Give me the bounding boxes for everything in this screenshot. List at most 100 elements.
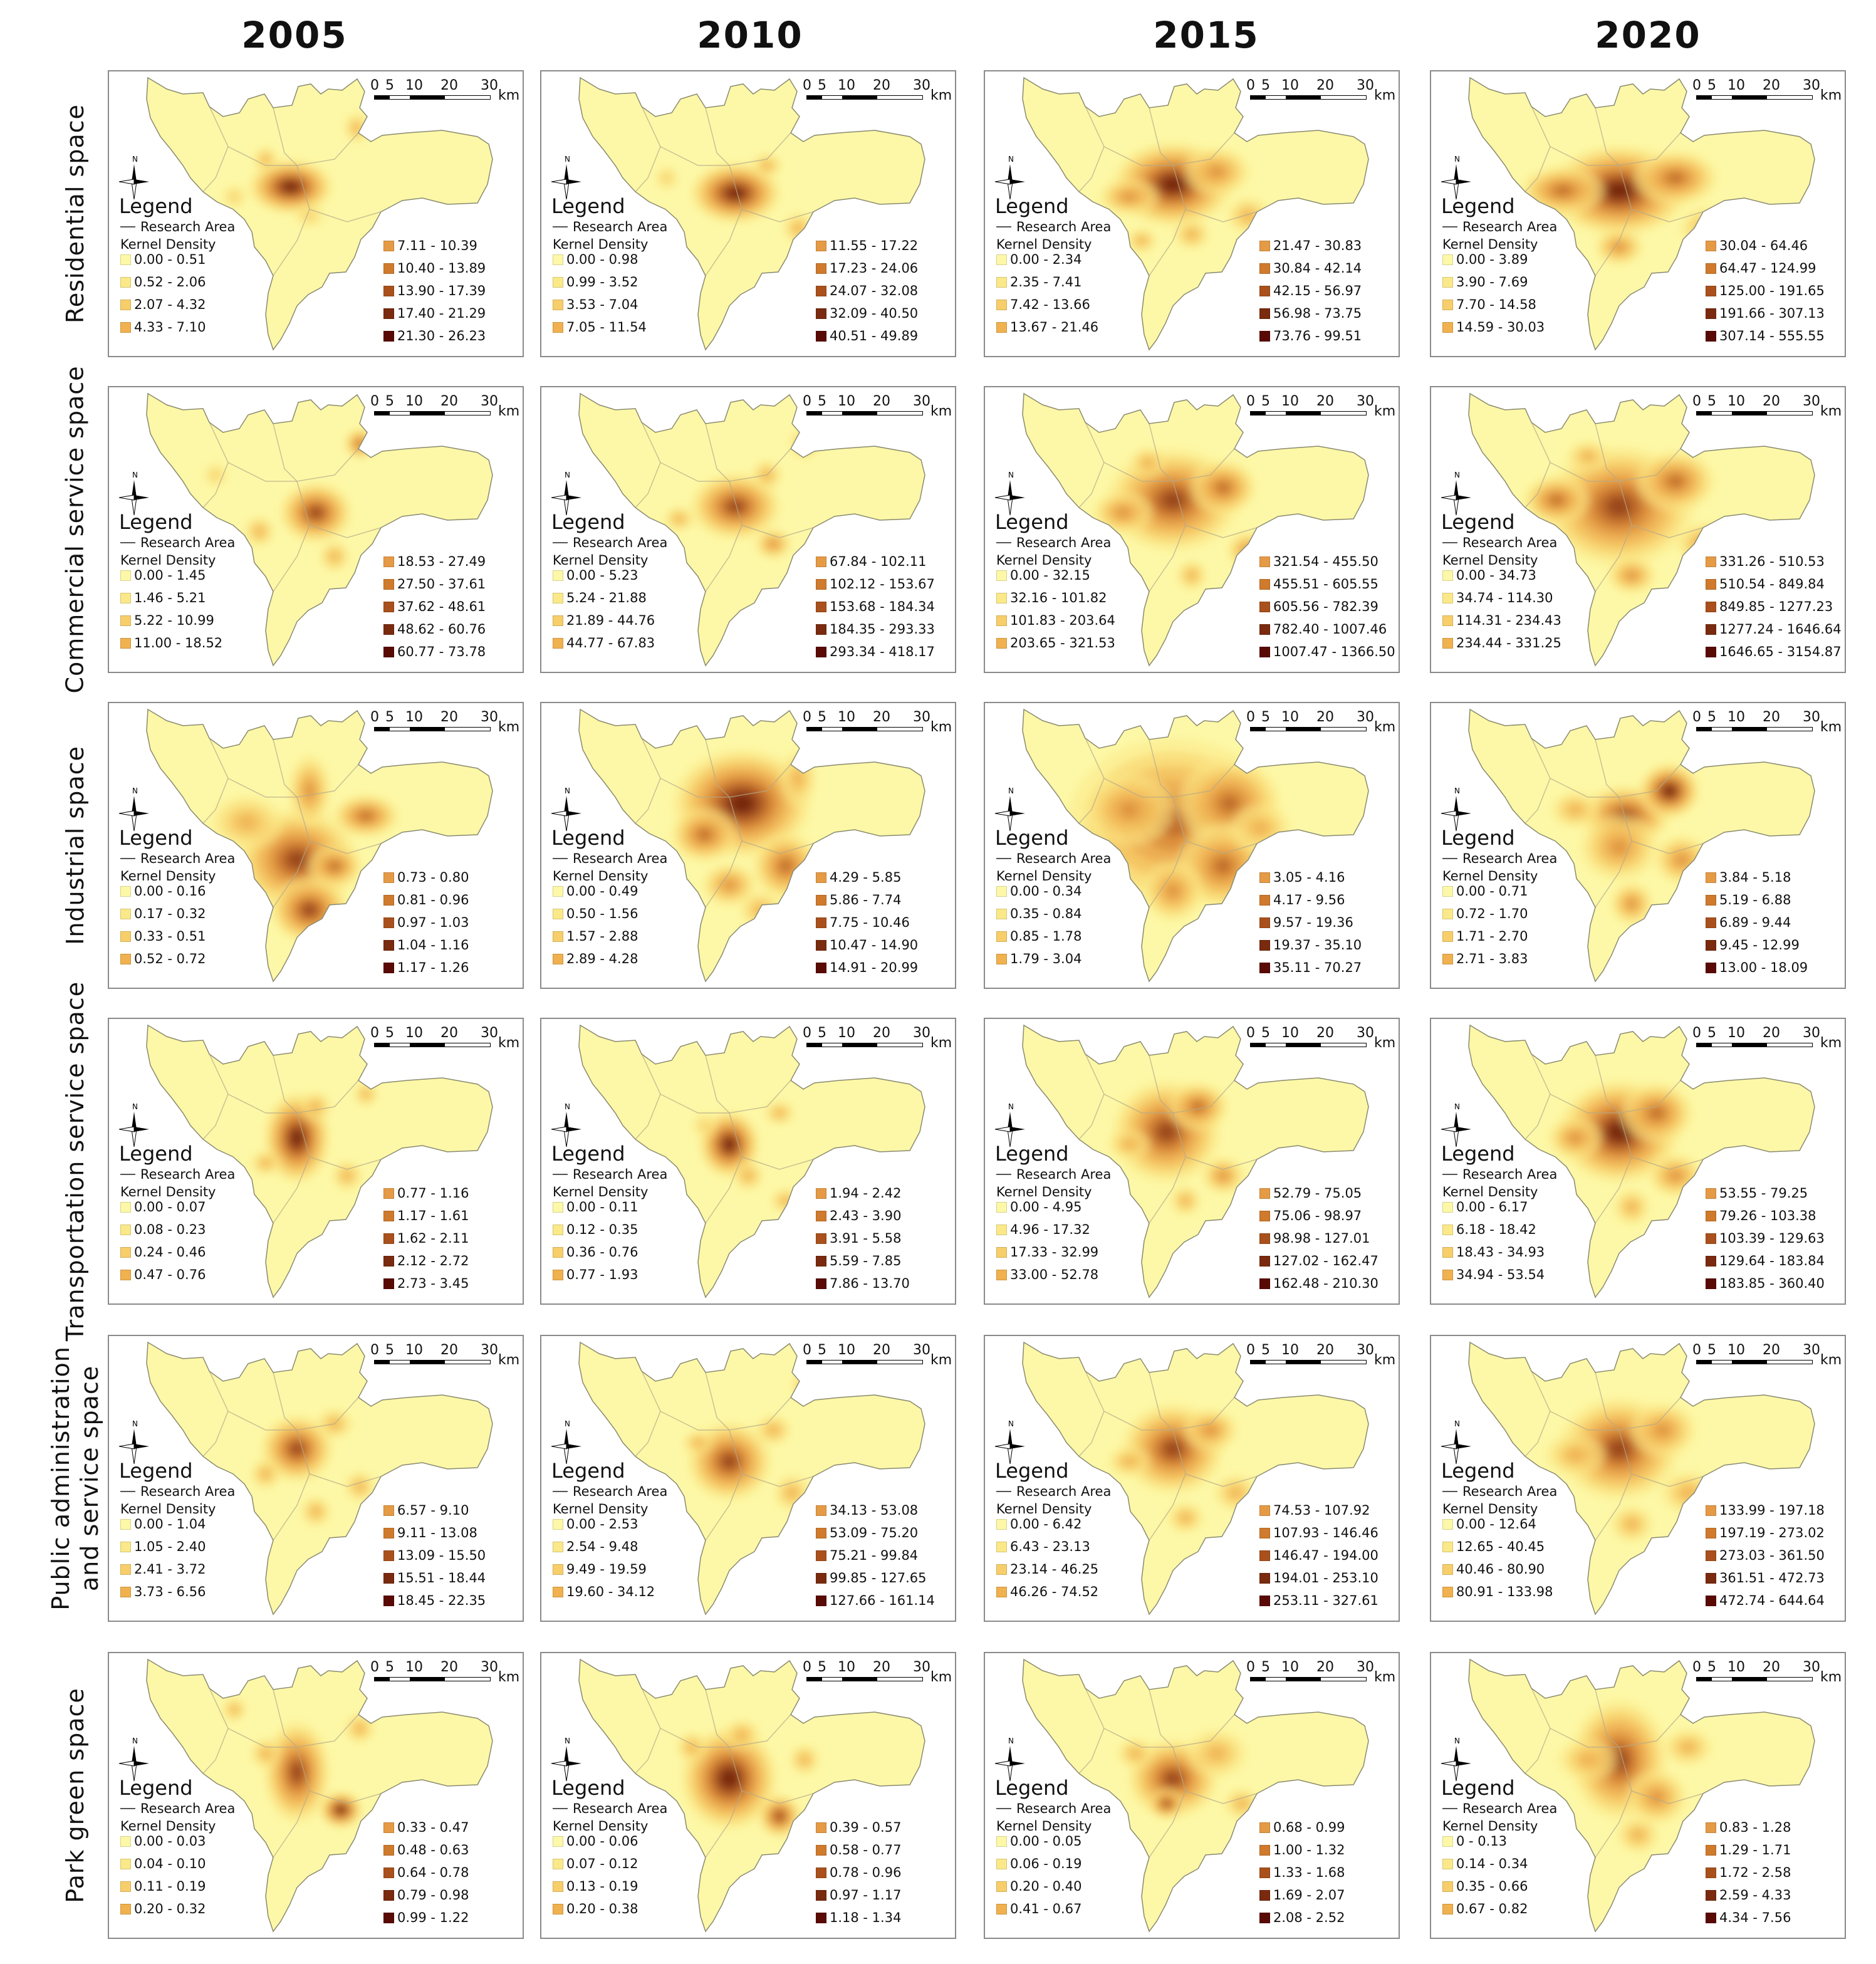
legend-title: Legend — [551, 1142, 625, 1166]
legend-swatch — [553, 1903, 563, 1914]
north-label: N — [132, 1102, 138, 1111]
legend-swatch — [120, 953, 131, 964]
density-hotspot — [1168, 886, 1178, 896]
legend-class: 0.99 - 3.52 — [553, 274, 638, 290]
density-hotspot — [1677, 855, 1687, 864]
legend-class: 0.00 - 0.05 — [996, 1834, 1081, 1849]
legend-swatch — [1706, 624, 1716, 635]
legend-class: 125.00 - 191.65 — [1706, 283, 1825, 298]
scale-tick-label: 30 — [1803, 1342, 1820, 1358]
legend-class-label: 21.47 - 30.83 — [1273, 238, 1362, 253]
density-map — [1468, 76, 1815, 351]
legend-class: 0.47 - 0.76 — [120, 1267, 206, 1282]
legend-class: 6.89 - 9.44 — [1706, 915, 1791, 930]
kernel-density-label: Kernel Density — [996, 553, 1092, 568]
legend-class: 0.35 - 0.84 — [996, 906, 1081, 921]
legend-swatch — [1442, 1246, 1453, 1258]
legend-class-label: 30.04 - 64.46 — [1719, 238, 1808, 253]
legend-class-label: 2.07 - 4.32 — [134, 297, 206, 312]
map-panel-2015: 0 5 10 20 30 km N Legend Research Area Kernel Den… — [984, 1335, 1400, 1622]
legend-class: 1.72 - 2.58 — [1706, 1865, 1791, 1880]
legend-class-label: 1.94 - 2.42 — [830, 1186, 902, 1201]
research-area-label: Research Area — [1016, 851, 1112, 866]
density-hotspot — [332, 554, 337, 559]
legend-research-area: Research Area — [120, 219, 235, 234]
density-hotspot — [313, 1104, 318, 1109]
density-hotspot — [1684, 1744, 1692, 1750]
legend-class-label: 1007.47 - 1366.50 — [1273, 644, 1395, 659]
density-hotspot — [730, 794, 754, 813]
north-arrow-icon: N — [1441, 155, 1471, 200]
scale-bar-graphic — [1696, 1677, 1813, 1681]
research-area-outline — [1022, 708, 1369, 983]
legend-swatch — [120, 908, 131, 919]
legend-class: 0.00 - 0.07 — [120, 1199, 206, 1214]
legend-swatch — [816, 1822, 826, 1833]
legend-class: 6.57 - 9.10 — [383, 1503, 469, 1518]
scale-unit: km — [1374, 719, 1396, 735]
scale-tick-label: 10 — [405, 709, 423, 725]
legend-class: 197.19 - 273.02 — [1706, 1525, 1825, 1540]
legend-class-label: 321.54 - 455.50 — [1273, 554, 1378, 569]
legend-class-label: 0.79 - 0.98 — [397, 1888, 469, 1903]
legend-class: 21.89 - 44.76 — [553, 613, 655, 628]
north-arrow-icon: N — [551, 155, 581, 200]
legend-swatch — [383, 1188, 394, 1199]
legend-class: 0.78 - 0.96 — [816, 1865, 901, 1880]
district-boundary — [309, 1473, 382, 1487]
legend-class: 17.40 - 21.29 — [383, 306, 486, 321]
scale-unit: km — [498, 1035, 520, 1051]
scale-tick-label: 20 — [873, 1025, 890, 1041]
map-panel-2005: 0 5 10 20 30 km N Legend Research Area Kernel Den… — [108, 386, 524, 673]
legend-class: 0.07 - 0.12 — [553, 1856, 638, 1871]
legend-class-label: 44.77 - 67.83 — [566, 635, 655, 650]
density-map — [578, 708, 925, 983]
kernel-density-label: Kernel Density — [553, 553, 649, 568]
legend-class-label: 24.07 - 32.08 — [830, 283, 919, 298]
legend-swatch — [1706, 1550, 1716, 1561]
district-boundary — [705, 1112, 743, 1224]
north-arrow-icon: N — [118, 1102, 149, 1147]
legend-research-area: Research Area — [996, 535, 1111, 550]
scale-bar: 0 5 10 20 30 km — [1245, 709, 1395, 741]
density-hotspot — [802, 1757, 807, 1762]
north-label: N — [1008, 471, 1014, 479]
north-arrow-icon: N — [994, 471, 1025, 516]
legend-class-label: 1.62 - 2.11 — [397, 1231, 469, 1246]
legend-class-label: 0.73 - 0.80 — [397, 870, 469, 885]
legend-class: 0.00 - 0.34 — [996, 884, 1081, 899]
scale-tick-label: 20 — [1763, 394, 1780, 409]
legend-swatch — [1259, 1595, 1270, 1606]
density-hotspot — [1189, 573, 1194, 578]
legend-class: 75.21 - 99.84 — [816, 1548, 918, 1563]
legend-swatch — [1259, 1822, 1270, 1833]
legend-swatch — [996, 254, 1007, 265]
legend-class: 1646.65 - 3154.87 — [1706, 644, 1842, 659]
legend-class: 5.86 - 7.74 — [816, 892, 901, 907]
density-hotspot — [1583, 1756, 1593, 1763]
density-map — [1468, 1658, 1815, 1933]
legend-class: 64.47 - 124.99 — [1706, 261, 1816, 276]
legend-swatch — [1442, 570, 1453, 581]
legend-class-label: 2.41 - 3.72 — [134, 1562, 206, 1577]
legend-class-label: 2.89 - 4.28 — [566, 951, 638, 966]
district-boundary — [1149, 1747, 1186, 1858]
legend-swatch — [1706, 1505, 1716, 1516]
legend-swatch — [120, 1903, 131, 1914]
legend-class: 0.00 - 1.04 — [120, 1517, 206, 1532]
legend-class-label: 1646.65 - 3154.87 — [1719, 644, 1842, 659]
research-area-line-icon — [996, 1491, 1011, 1492]
legend-class-label: 0.47 - 0.76 — [134, 1267, 206, 1282]
legend-class: 0.00 - 0.03 — [120, 1834, 206, 1849]
legend-class: 11.55 - 17.22 — [816, 238, 918, 253]
legend-class-label: 40.51 - 49.89 — [830, 328, 919, 343]
legend-swatch — [1706, 939, 1716, 951]
legend-class: 0.52 - 0.72 — [120, 951, 206, 966]
scale-tick-label: 0 — [370, 1659, 379, 1675]
research-area-label: Research Area — [573, 1801, 668, 1816]
scale-tick-label: 10 — [838, 1659, 855, 1675]
legend-title: Legend — [995, 1776, 1069, 1800]
legend-class-label: 9.45 - 12.99 — [1719, 938, 1800, 953]
legend-class: 2.35 - 7.41 — [996, 274, 1081, 290]
legend-class: 33.00 - 52.78 — [996, 1267, 1098, 1282]
